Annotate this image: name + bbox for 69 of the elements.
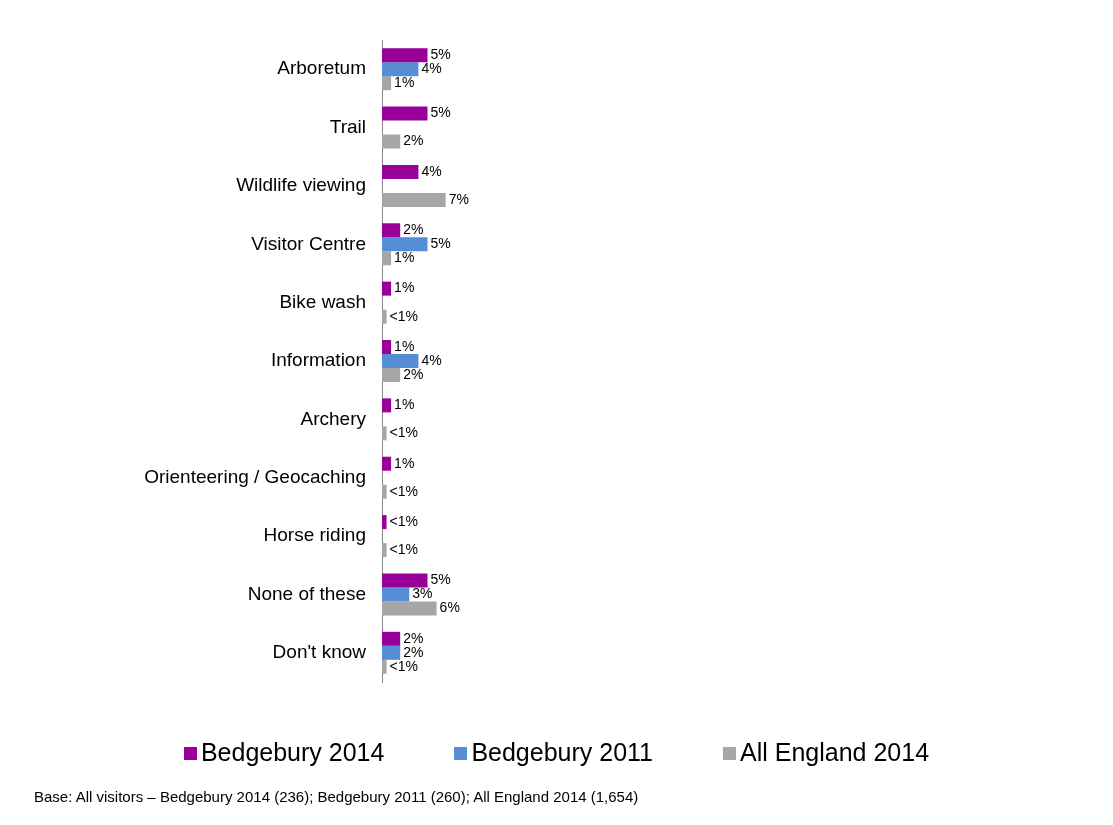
data-label: 3% <box>412 585 433 602</box>
bar <box>382 48 428 63</box>
data-label: 1% <box>394 279 415 296</box>
bar <box>382 659 387 674</box>
bar <box>382 134 401 149</box>
y-tick-label: Horse riding <box>263 524 366 546</box>
data-label: 2% <box>403 643 424 660</box>
data-label: 1% <box>394 337 415 354</box>
y-tick-label: Don't know <box>272 641 367 663</box>
bar <box>382 223 401 238</box>
data-label: 1% <box>394 74 415 91</box>
data-label: <1% <box>389 482 418 499</box>
bar <box>382 339 392 354</box>
bar <box>382 192 446 207</box>
legend-label: Bedgebury 2011 <box>471 738 654 766</box>
y-tick-label: Arboretum <box>277 57 366 79</box>
data-label: 1% <box>394 454 415 471</box>
data-label: <1% <box>389 657 418 674</box>
bar <box>382 309 387 324</box>
y-tick-label: Archery <box>300 407 367 429</box>
data-label: 7% <box>448 190 469 207</box>
text: Base: All visitors – Bedgebury 2014 (236); Bedgebury 2011 (260); All England 2014 (1,654) <box>34 788 639 805</box>
data-label: 4% <box>421 351 442 368</box>
bar <box>382 398 392 413</box>
bar <box>382 543 387 558</box>
bar <box>382 601 437 616</box>
y-tick-label: Wildlife viewing <box>236 174 366 196</box>
data-label: 5% <box>430 104 451 121</box>
bar <box>382 587 410 602</box>
bar <box>382 164 419 179</box>
bar <box>382 62 419 77</box>
bar <box>382 631 401 646</box>
y-tick-label: Orienteering / Geocaching <box>144 465 366 487</box>
data-label: <1% <box>389 540 418 557</box>
y-tick-label: Information <box>270 349 366 371</box>
data-label: 2% <box>403 629 424 646</box>
bar <box>382 515 387 530</box>
data-label: 2% <box>403 221 424 238</box>
data-label: 5% <box>430 571 451 588</box>
bar <box>382 645 401 660</box>
data-label: 2% <box>403 365 424 382</box>
legend-label: Bedgebury 2014 <box>200 738 385 766</box>
data-label: <1% <box>389 512 418 529</box>
bar <box>382 426 387 441</box>
bar <box>382 251 392 266</box>
bar <box>382 484 387 499</box>
data-label: 4% <box>421 162 442 179</box>
data-label: 6% <box>439 599 460 616</box>
bar <box>382 368 401 383</box>
data-label: 5% <box>430 46 451 63</box>
bar <box>382 573 428 588</box>
bar <box>382 76 392 91</box>
y-tick-label: Visitor Centre <box>251 232 366 254</box>
bar <box>382 106 428 121</box>
y-tick-label: Trail <box>329 115 366 137</box>
bar <box>382 281 392 296</box>
data-label: 4% <box>421 60 442 77</box>
data-label: 2% <box>403 132 424 149</box>
data-label: 5% <box>430 235 451 252</box>
legend-label: All England 2014 <box>740 738 930 766</box>
data-label: <1% <box>389 307 418 324</box>
data-label: 1% <box>394 249 415 266</box>
bar <box>382 237 428 252</box>
data-label: 1% <box>394 396 415 413</box>
bar <box>382 354 419 368</box>
y-tick-label: Bike wash <box>279 290 366 312</box>
bar <box>382 456 392 471</box>
data-label: <1% <box>389 424 418 441</box>
y-tick-label: None of these <box>247 582 366 604</box>
